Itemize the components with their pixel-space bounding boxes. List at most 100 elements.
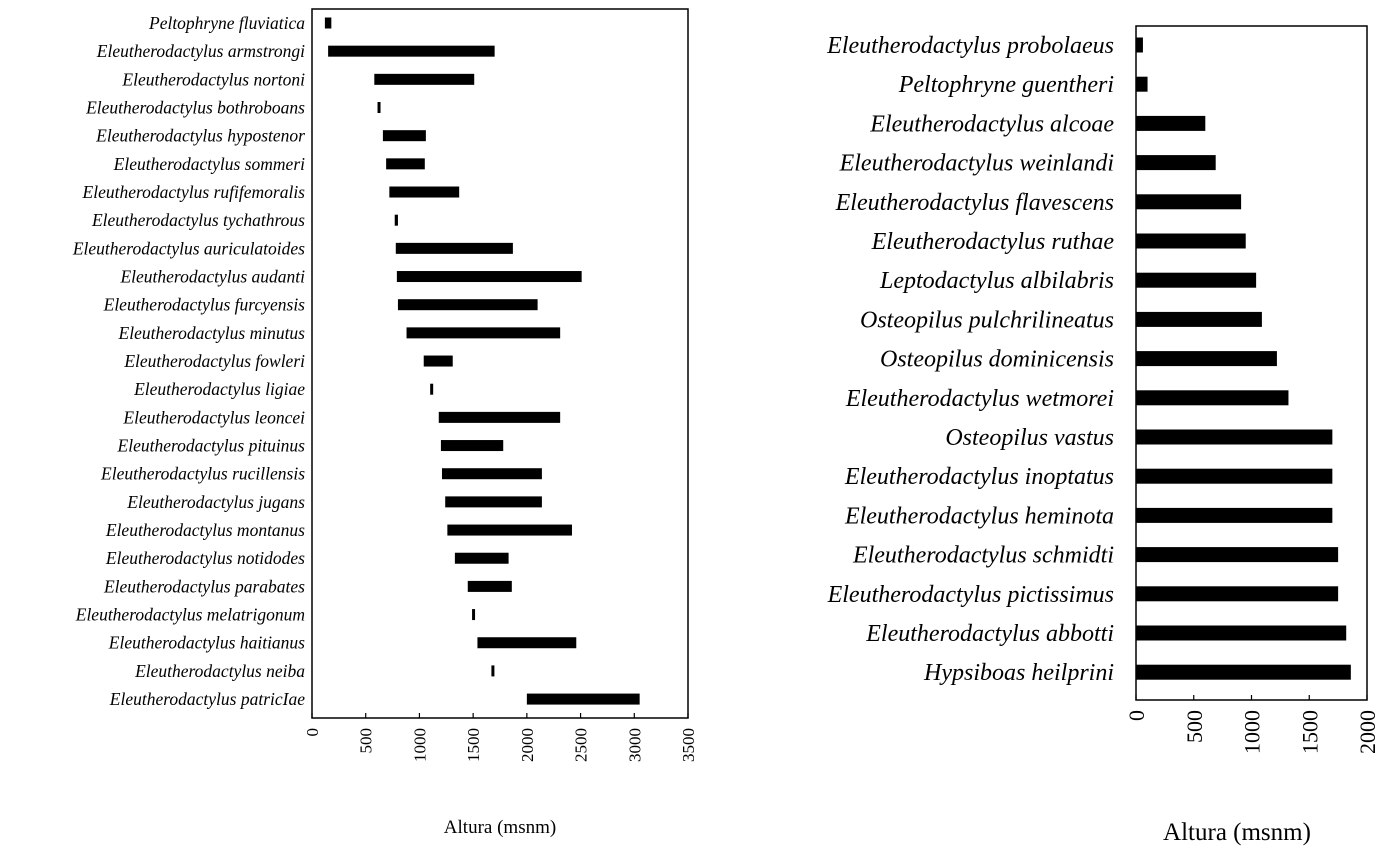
x-tick-label: 1500 <box>1297 710 1322 754</box>
x-tick-label: 2000 <box>1355 710 1380 754</box>
species-label: Eleutherodactylus wetmorei <box>845 386 1114 412</box>
x-tick-label: 3000 <box>625 728 644 762</box>
species-label: Eleutherodactylus ruthae <box>871 229 1115 255</box>
species-label: Osteopilus vastus <box>945 425 1114 451</box>
value-bar <box>1136 351 1277 367</box>
range-bar <box>382 130 426 142</box>
value-bar <box>1136 311 1262 327</box>
value-bar <box>1136 429 1333 445</box>
x-tick-label: 1000 <box>1240 710 1265 754</box>
species-label: Osteopilus dominicensis <box>880 347 1114 373</box>
value-bar <box>1136 115 1206 131</box>
x-tick-label: 1000 <box>410 728 429 762</box>
value-bar <box>1136 155 1216 171</box>
species-label: Eleutherodactylus armstrongi <box>96 41 305 61</box>
value-bar <box>1136 76 1148 92</box>
value-bar <box>1136 586 1339 602</box>
species-label: Eleutherodactylus fowleri <box>123 351 305 371</box>
x-tick-label: 0 <box>1124 710 1149 721</box>
species-label: Eleutherodactylus auriculatoides <box>72 238 305 258</box>
species-label: Eleutherodactylus notidodes <box>105 548 305 568</box>
species-label: Eleutherodactylus probolaeus <box>826 33 1114 59</box>
species-label: Eleutherodactylus weinlandi <box>839 151 1114 177</box>
species-label: Eleutherodactylus ligiae <box>133 379 305 399</box>
species-label: Leptodactylus albilabris <box>879 268 1114 294</box>
species-label: Eleutherodactylus flavescens <box>835 190 1114 216</box>
range-bar <box>386 158 425 170</box>
species-label: Eleutherodactylus inoptatus <box>844 464 1114 490</box>
species-label: Eleutherodactylus neiba <box>134 661 305 681</box>
range-bar <box>396 271 582 283</box>
range-bar <box>440 440 504 452</box>
range-bar <box>491 665 495 677</box>
range-bar <box>472 609 476 621</box>
value-bar <box>1136 547 1339 563</box>
species-label: Eleutherodactylus alcoae <box>869 111 1114 137</box>
species-label: Eleutherodactylus jugans <box>126 492 305 512</box>
max-altitude-chart: Eleutherodactylus probolaeus Peltophryne … <box>826 25 1380 846</box>
range-bar <box>324 17 332 29</box>
range-bar <box>454 552 509 564</box>
species-label: Eleutherodactylus schmidti <box>852 543 1114 569</box>
species-label: Eleutherodactylus sommeri <box>113 154 305 174</box>
range-bar <box>438 411 561 423</box>
value-bar <box>1136 468 1333 484</box>
species-label: Eleutherodactylus heminota <box>844 503 1114 529</box>
x-tick-label: 0 <box>303 728 322 737</box>
x-axis-title: Altura (msnm) <box>1163 819 1311 846</box>
value-bar <box>1136 272 1257 288</box>
species-label: Eleutherodactylus audanti <box>119 267 305 287</box>
species-label: Eleutherodactylus haitianus <box>108 633 305 653</box>
species-label: Peltophryne fluviatica <box>148 13 305 33</box>
range-bar <box>467 580 512 592</box>
species-label: Eleutherodactylus pituinus <box>117 436 306 456</box>
range-bar <box>526 693 640 705</box>
range-bar <box>406 327 561 339</box>
species-label: Eleutherodactylus pictissimus <box>827 582 1114 608</box>
range-bar <box>477 637 577 649</box>
range-bar <box>397 299 538 311</box>
x-tick-label: 500 <box>357 728 376 754</box>
species-label: Eleutherodactylus abbotti <box>865 621 1114 647</box>
x-tick-label: 2000 <box>518 728 537 762</box>
range-bar <box>447 524 572 536</box>
value-bar <box>1136 625 1347 641</box>
species-label: Eleutherodactylus nortoni <box>121 69 305 89</box>
range-bar <box>374 73 475 85</box>
range-bar <box>423 355 453 367</box>
x-tick-label: 500 <box>1182 710 1207 743</box>
range-bar <box>377 102 381 114</box>
x-tick-label: 2500 <box>572 728 591 762</box>
x-tick-label: 1500 <box>464 728 483 762</box>
species-label: Peltophryne guentheri <box>898 72 1114 98</box>
value-bar <box>1136 37 1143 53</box>
species-label: Osteopilus pulchrilineatus <box>860 307 1114 333</box>
x-axis-title: Altura (msnm) <box>444 817 556 838</box>
value-bar <box>1136 233 1246 249</box>
species-label: Hypsiboas heilprini <box>923 660 1114 686</box>
range-bar <box>328 45 495 57</box>
species-label: Eleutherodactylus patricIae <box>109 689 305 709</box>
species-label: Eleutherodactylus bothroboans <box>85 98 305 118</box>
x-tick-label: 3500 <box>679 728 698 762</box>
value-bar <box>1136 664 1351 680</box>
value-bar <box>1136 390 1289 406</box>
range-bar <box>441 468 542 480</box>
species-label: Eleutherodactylus rucillensis <box>100 464 305 484</box>
species-label: Eleutherodactylus furcyensis <box>103 295 306 315</box>
range-bar <box>389 186 460 198</box>
value-bar <box>1136 507 1333 523</box>
species-label: Eleutherodactylus leoncei <box>122 407 305 427</box>
range-bar <box>430 383 434 395</box>
value-bar <box>1136 194 1242 210</box>
range-bar <box>395 242 513 254</box>
range-bar <box>394 214 398 226</box>
range-bar <box>445 496 542 508</box>
species-label: Eleutherodactylus hypostenor <box>95 126 305 146</box>
altitude-range-chart: Peltophryne fluviatica Eleutherodactylus … <box>72 8 698 838</box>
species-label: Eleutherodactylus melatrigonum <box>75 605 305 625</box>
species-label: Eleutherodactylus parabates <box>103 576 305 596</box>
species-label: Eleutherodactylus minutus <box>118 323 306 343</box>
species-label: Eleutherodactylus rufifemoralis <box>82 182 306 202</box>
